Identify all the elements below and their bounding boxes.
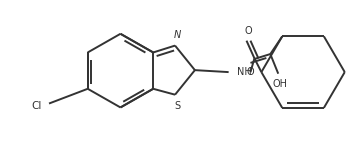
Text: S: S bbox=[174, 101, 180, 111]
Text: O: O bbox=[246, 67, 254, 77]
Text: OH: OH bbox=[273, 79, 288, 89]
Text: N: N bbox=[174, 30, 181, 40]
Text: NH: NH bbox=[237, 67, 251, 77]
Text: Cl: Cl bbox=[31, 102, 41, 111]
Text: O: O bbox=[245, 26, 252, 36]
